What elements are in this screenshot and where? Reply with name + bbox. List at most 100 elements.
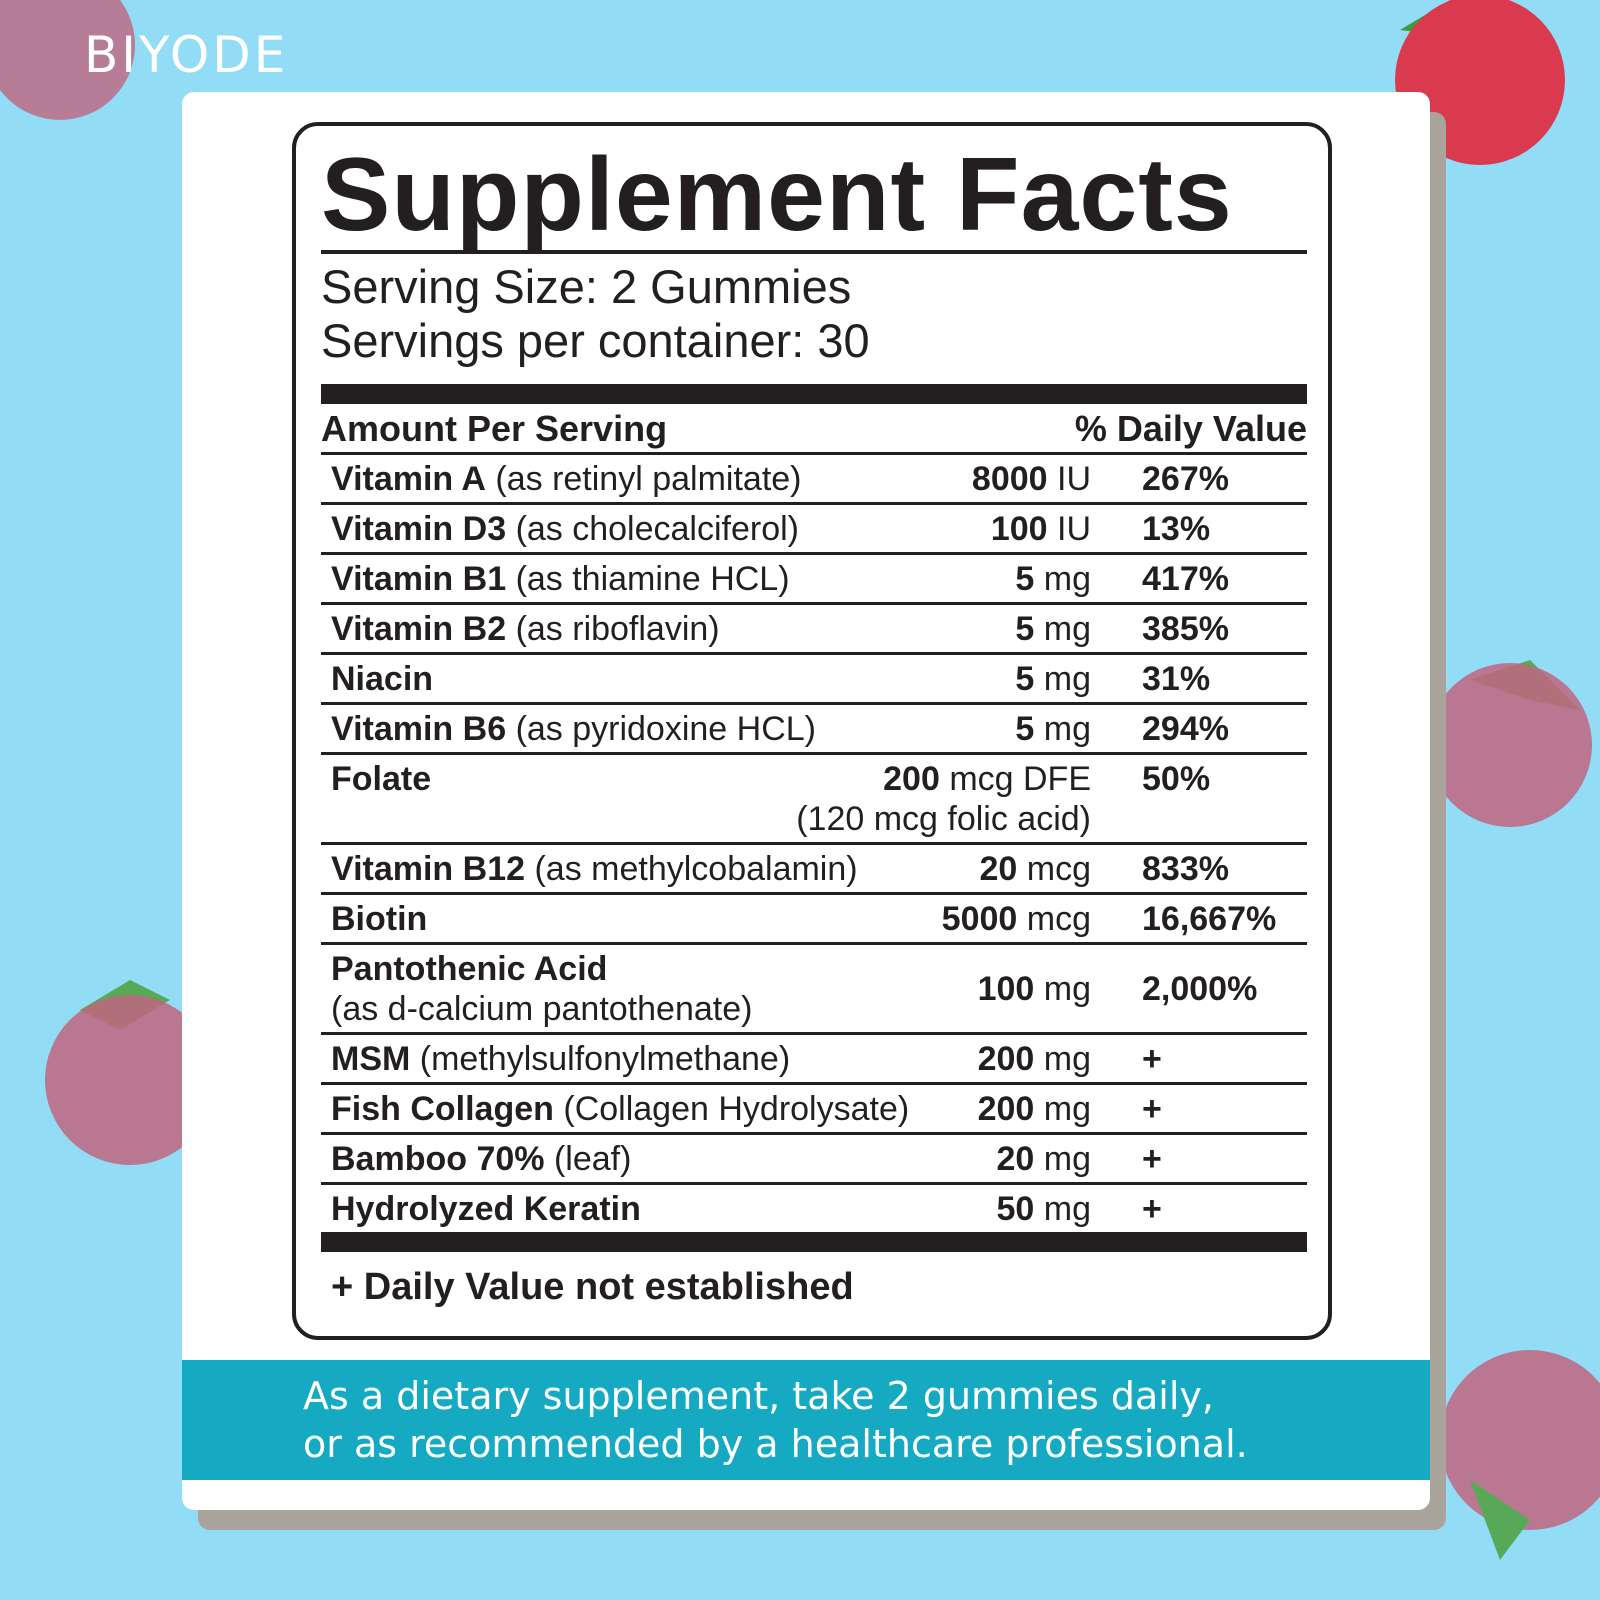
nutrient-name-cell: Biotin	[331, 899, 942, 939]
nutrient-name-cell: Folate	[331, 759, 796, 799]
daily-value: 385%	[1142, 610, 1229, 648]
facts-panel: Supplement Facts Serving Size: 2 Gummies…	[292, 122, 1332, 1340]
amount-cell: 5 mg	[1015, 709, 1091, 749]
daily-value: 294%	[1142, 710, 1229, 748]
nutrient-name-cell: MSM (methylsulfonylmethane)	[331, 1039, 978, 1079]
rule	[321, 250, 1307, 254]
nutrient-detail: (as cholecalciferol)	[515, 510, 800, 548]
unit: IU	[1057, 510, 1091, 548]
nutrient-name-cell: Fish Collagen (Collagen Hydrolysate)	[331, 1089, 978, 1129]
amount: 200	[977, 1090, 1035, 1128]
amount: 100	[977, 970, 1035, 1008]
nutrient-detail: (Collagen Hydrolysate)	[563, 1090, 910, 1128]
daily-value: 16,667%	[1142, 900, 1277, 938]
amount: 5	[1015, 560, 1035, 598]
unit: mg	[1043, 560, 1091, 598]
unit: mcg DFE	[949, 760, 1091, 798]
serving-size: Serving Size: 2 Gummies	[321, 260, 852, 313]
unit: mg	[1043, 710, 1091, 748]
card	[182, 92, 1430, 1510]
raspberry	[45, 980, 215, 1165]
nutrient-row: Folate 200 mcg DFE (120 mcg folic acid) 50%	[321, 752, 1307, 842]
amount: 100	[990, 510, 1048, 548]
nutrient-name: Biotin	[331, 900, 428, 938]
nutrient-row: Vitamin A (as retinyl palmitate) 8000 IU 2…	[321, 452, 1307, 502]
nutrient-row: Fish Collagen (Collagen Hydrolysate) 200 …	[321, 1082, 1307, 1132]
daily-value: +	[1142, 1190, 1162, 1228]
nutrient-row: Vitamin B6 (as pyridoxine HCL) 5 mg 294%	[321, 702, 1307, 752]
nutrient-rows: Vitamin A (as retinyl palmitate) 8000 IU 2…	[321, 452, 1307, 1232]
nutrient-name-cell: Vitamin B2 (as riboflavin)	[331, 609, 1015, 649]
nutrient-name-cell: Vitamin B12 (as methylcobalamin)	[331, 849, 979, 889]
nutrient-name: Pantothenic Acid	[331, 950, 608, 988]
nutrient-detail: (as d-calcium pantothenate)	[331, 990, 753, 1028]
nutrient-row: Niacin 5 mg 31%	[321, 652, 1307, 702]
unit: mcg	[1026, 900, 1091, 938]
unit: mg	[1043, 1040, 1091, 1078]
amount-cell: 100 IU	[991, 509, 1091, 549]
nutrient-name: Fish Collagen	[331, 1090, 554, 1128]
amount: 5	[1015, 610, 1035, 648]
nutrient-name: Vitamin B6	[331, 710, 507, 748]
nutrient-name-cell: Niacin	[331, 659, 1015, 699]
servings-per-container: Servings per container: 30	[321, 314, 870, 367]
nutrient-row: MSM (methylsulfonylmethane) 200 mg +	[321, 1032, 1307, 1082]
nutrient-name: Niacin	[331, 660, 434, 698]
nutrient-detail: (as riboflavin)	[515, 610, 720, 648]
amount-cell: 200 mg	[978, 1089, 1091, 1129]
amount-cell: 50 mg	[996, 1189, 1091, 1229]
nutrient-row: Vitamin B1 (as thiamine HCL) 5 mg 417%	[321, 552, 1307, 602]
daily-value: 31%	[1142, 660, 1211, 698]
nutrient-detail: (as thiamine HCL)	[515, 560, 790, 598]
amount: 50	[996, 1190, 1035, 1228]
amount: 200	[977, 1040, 1035, 1078]
thick-rule	[321, 384, 1307, 404]
amount: 5	[1015, 710, 1035, 748]
amount: 20	[996, 1140, 1035, 1178]
nutrient-detail: (methylsulfonylmethane)	[419, 1040, 791, 1078]
nutrient-name-cell: Hydrolyzed Keratin	[331, 1189, 996, 1229]
directions-line: or as recommended by a healthcare profes…	[303, 1422, 1248, 1466]
nutrient-row: Vitamin B2 (as riboflavin) 5 mg 385%	[321, 602, 1307, 652]
amount: 5	[1015, 660, 1035, 698]
serving-info: Serving Size: 2 Gummies Servings per con…	[321, 260, 1307, 368]
nutrient-name: Vitamin B2	[331, 610, 507, 648]
nutrient-name-cell: Vitamin B6 (as pyridoxine HCL)	[331, 709, 1015, 749]
unit: mg	[1043, 1190, 1091, 1228]
amount-cell: 5 mg	[1015, 659, 1091, 699]
nutrient-name-cell: Vitamin B1 (as thiamine HCL)	[331, 559, 1015, 599]
facts-title: Supplement Facts	[321, 137, 1233, 253]
unit: mg	[1043, 660, 1091, 698]
raspberry	[1440, 1350, 1600, 1560]
nutrient-name: Vitamin D3	[331, 510, 507, 548]
nutrient-name: Vitamin B1	[331, 560, 507, 598]
daily-value: 417%	[1142, 560, 1229, 598]
brand-logo: BIYODE	[84, 26, 289, 84]
amount: 8000	[971, 460, 1048, 498]
nutrient-detail: (leaf)	[553, 1140, 632, 1178]
directions-line: As a dietary supplement, take 2 gummies …	[303, 1374, 1214, 1418]
unit: mg	[1043, 1140, 1091, 1178]
daily-value: 13%	[1142, 510, 1211, 548]
raspberry	[1428, 660, 1592, 827]
daily-value: 833%	[1142, 850, 1229, 888]
unit: mg	[1043, 1090, 1091, 1128]
amount-note: (120 mcg folic acid)	[796, 800, 1091, 838]
thick-rule	[321, 1232, 1307, 1252]
nutrient-name: MSM	[331, 1040, 411, 1078]
nutrient-row: Pantothenic Acid (as d-calcium pantothen…	[321, 942, 1307, 1032]
unit: mg	[1043, 610, 1091, 648]
daily-value: +	[1142, 1040, 1162, 1078]
nutrient-row: Biotin 5000 mcg 16,667%	[321, 892, 1307, 942]
daily-value: +	[1142, 1140, 1162, 1178]
amount-cell: 200 mg	[978, 1039, 1091, 1079]
nutrient-name-cell: Bamboo 70% (leaf)	[331, 1139, 996, 1179]
raspberry	[1395, 0, 1565, 165]
daily-value: 2,000%	[1142, 970, 1258, 1008]
unit: mg	[1043, 970, 1091, 1008]
table-header: Amount Per Serving % Daily Value	[321, 404, 1307, 452]
nutrient-name-cell: Vitamin D3 (as cholecalciferol)	[331, 509, 991, 549]
amount-cell: 5 mg	[1015, 559, 1091, 599]
